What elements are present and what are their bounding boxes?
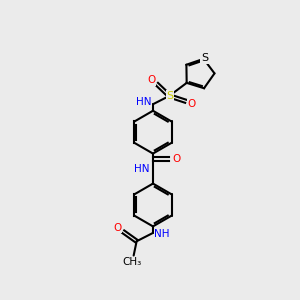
Text: NH: NH — [154, 230, 170, 239]
Text: O: O — [172, 154, 181, 164]
Text: HN: HN — [136, 97, 151, 107]
Text: O: O — [147, 75, 156, 85]
Text: HN: HN — [134, 164, 149, 174]
Text: S: S — [201, 53, 208, 63]
Text: O: O — [113, 223, 122, 233]
Text: CH₃: CH₃ — [122, 257, 142, 267]
Text: S: S — [167, 91, 173, 101]
Text: O: O — [188, 99, 196, 109]
